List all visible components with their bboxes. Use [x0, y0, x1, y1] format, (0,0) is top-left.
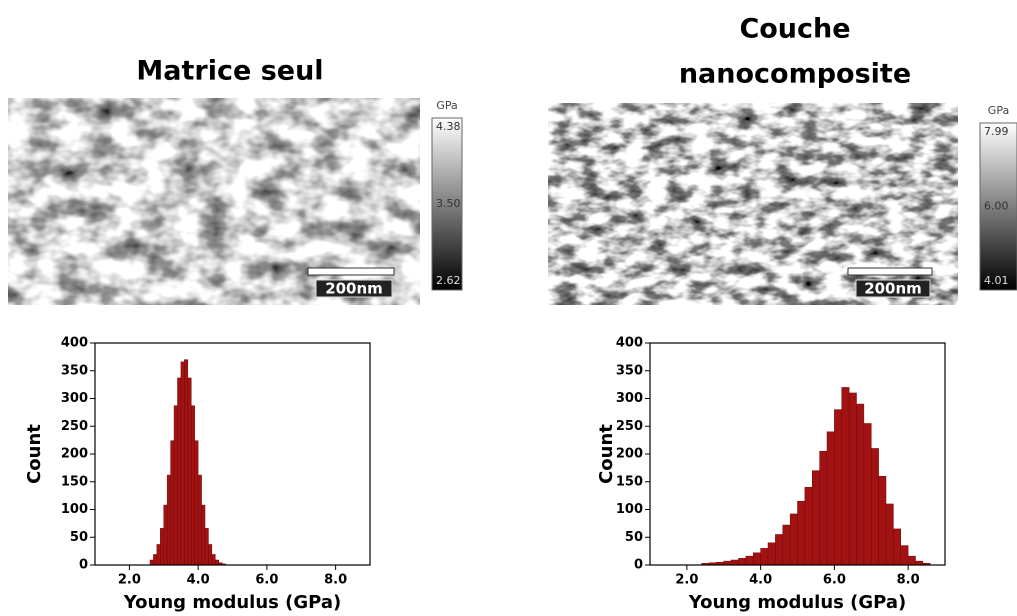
histogram-bar [180, 361, 185, 566]
histogram-bar [841, 387, 850, 566]
histogram-bar [767, 542, 776, 566]
histogram-bar [166, 474, 171, 566]
histogram-bar [907, 555, 916, 566]
x-tick-label: 2.0 [675, 573, 698, 588]
histogram-bar [745, 555, 754, 566]
histogram-bar [893, 528, 901, 566]
scale-bar [307, 267, 395, 276]
histogram-bar [885, 503, 894, 566]
y-tick-label: 350 [616, 363, 643, 378]
y-tick-label: 200 [616, 447, 643, 462]
panel-title: Matrice seul [136, 56, 323, 87]
histogram-bar [153, 554, 158, 566]
panel-title: Couche [739, 14, 850, 45]
colorbar-unit: GPa [436, 99, 457, 112]
y-tick-label: 250 [616, 419, 643, 434]
y-axis-label: Count [24, 424, 45, 484]
x-tick-label: 8.0 [324, 573, 347, 588]
histogram-bar [170, 440, 175, 566]
histogram-bar [856, 403, 865, 566]
histogram-bar [177, 377, 182, 566]
x-tick-label: 8.0 [897, 573, 920, 588]
y-tick-label: 100 [616, 502, 643, 517]
histogram-bar [738, 558, 747, 566]
histogram-bar [826, 431, 835, 566]
histogram-bar [900, 545, 909, 566]
y-tick-label: 50 [70, 530, 88, 545]
histogram-bar [834, 409, 842, 566]
x-tick-label: 4.0 [749, 573, 772, 588]
y-tick-label: 150 [616, 474, 643, 489]
y-tick-label: 200 [61, 447, 88, 462]
y-tick-label: 0 [634, 558, 643, 573]
scale-bar-label: 200nm [325, 280, 383, 298]
histogram-bar [878, 475, 887, 566]
x-tick-label: 2.0 [118, 573, 141, 588]
scale-bar-label: 200nm [864, 280, 922, 298]
histogram-bar [160, 528, 164, 566]
histogram-bar [156, 544, 161, 566]
y-tick-label: 0 [79, 558, 88, 573]
histogram-bar [804, 487, 813, 566]
histogram-bar [789, 513, 798, 566]
histogram-bar [848, 392, 857, 566]
colorbar-tick-label: 7.99 [984, 125, 1009, 138]
y-tick-label: 350 [61, 363, 88, 378]
histogram-bar [782, 524, 791, 566]
scale-bar [847, 267, 933, 276]
histogram-bar [775, 534, 783, 566]
histogram-bar [197, 474, 202, 566]
y-tick-label: 400 [616, 336, 643, 351]
histogram-bar [211, 554, 216, 566]
histogram-bar [871, 448, 879, 566]
x-tick-label: 6.0 [823, 573, 846, 588]
y-tick-label: 50 [625, 530, 643, 545]
histogram-bar [863, 423, 872, 566]
histogram-bar [204, 528, 209, 566]
colorbar-tick-label: 4.38 [436, 120, 461, 133]
scale-bar-box [855, 279, 931, 298]
y-tick-label: 100 [61, 502, 88, 517]
colorbar [979, 122, 1017, 291]
x-tick-label: 6.0 [255, 573, 278, 588]
histogram-bar [730, 559, 739, 566]
y-axis-label: Count [596, 424, 617, 484]
y-tick-label: 150 [61, 474, 88, 489]
panel-title: nanocomposite [679, 59, 911, 90]
y-tick-label: 250 [61, 419, 88, 434]
histogram-bar [184, 359, 189, 566]
colorbar-tick-label: 2.62 [436, 274, 461, 287]
histogram-bar [149, 559, 154, 566]
histogram-bar [797, 500, 806, 566]
colorbar-tick-label: 6.00 [984, 200, 1009, 213]
histogram-bar [201, 504, 206, 566]
histogram-bar [194, 440, 199, 566]
histogram-bar [163, 504, 168, 566]
histogram-bar [187, 377, 192, 566]
histogram-bar [760, 548, 769, 566]
histogram-bar [812, 470, 820, 566]
colorbar-tick-label: 4.01 [984, 274, 1009, 287]
colorbar-unit: GPa [988, 104, 1009, 117]
plot-frame [94, 342, 371, 566]
histogram-bar [173, 405, 178, 566]
colorbar-tick-label: 3.50 [436, 197, 461, 210]
y-tick-label: 400 [61, 336, 88, 351]
histogram-bar [191, 405, 195, 566]
x-tick-label: 4.0 [187, 573, 210, 588]
y-tick-label: 300 [61, 391, 88, 406]
colorbar [431, 117, 463, 291]
y-tick-label: 300 [616, 391, 643, 406]
x-axis-label: Young modulus (GPa) [123, 592, 341, 613]
histogram-bar [753, 552, 761, 566]
scale-bar-box [315, 279, 393, 298]
x-axis-label: Young modulus (GPa) [688, 592, 906, 613]
histogram-bar [208, 544, 213, 566]
histogram-bar [215, 559, 219, 566]
histogram-bar [819, 450, 828, 566]
